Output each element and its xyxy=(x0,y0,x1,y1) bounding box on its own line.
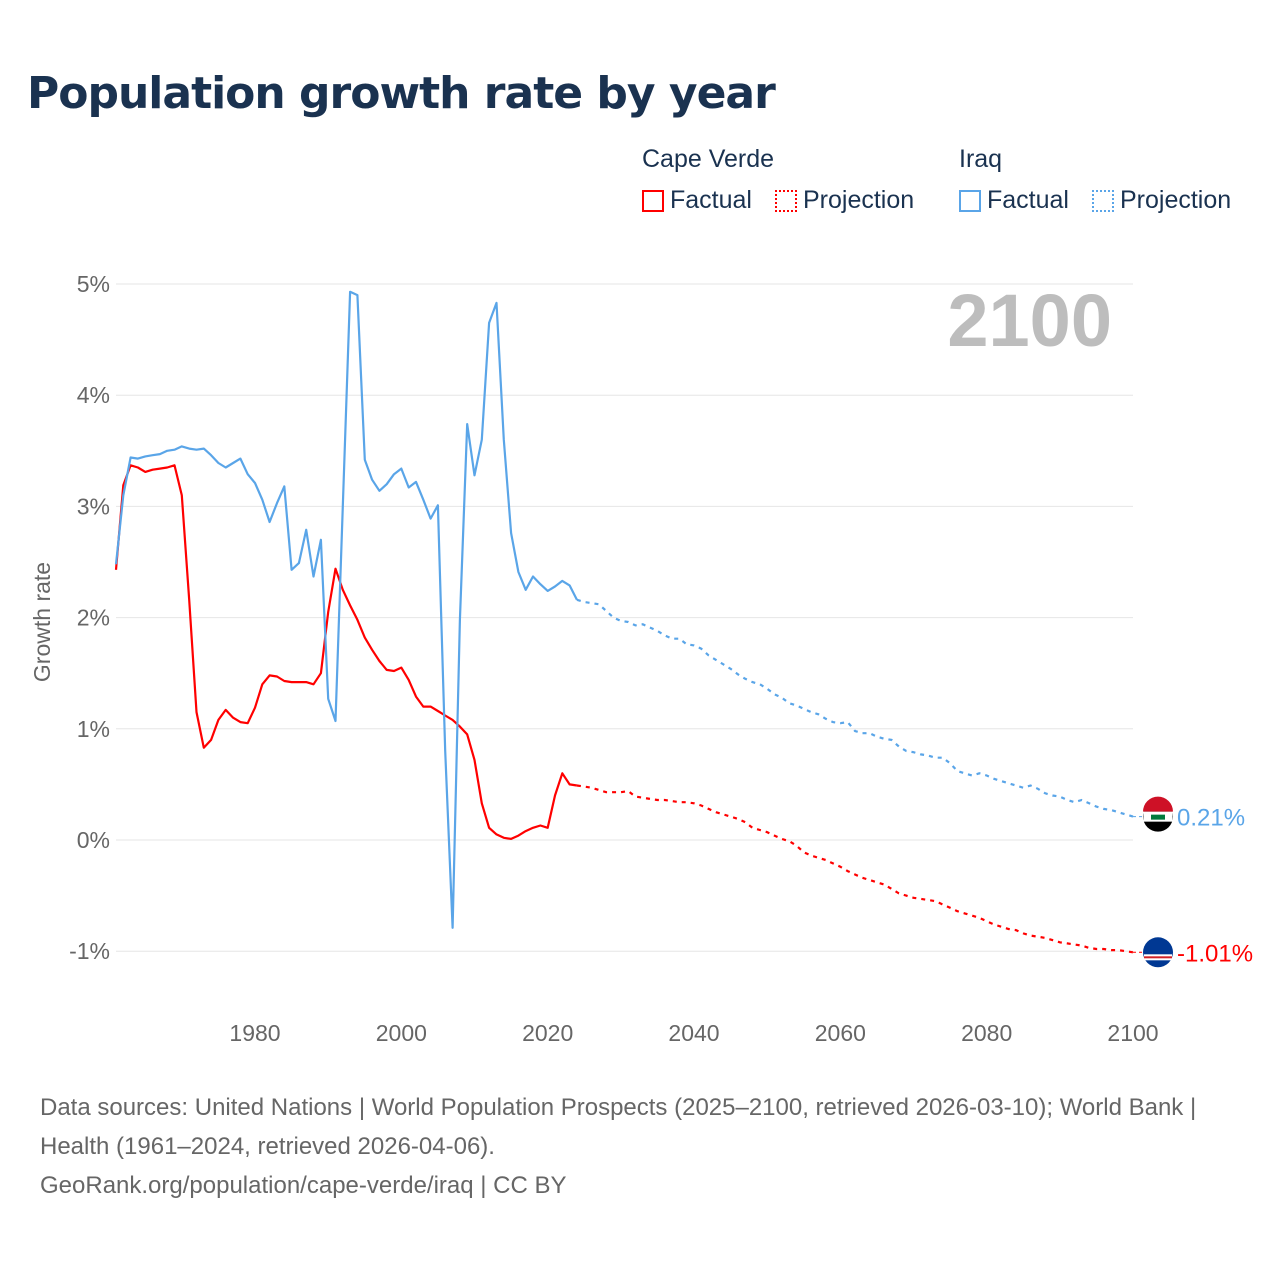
cape-verde-end-label: -1.01% xyxy=(1177,940,1253,967)
legend-label: Factual xyxy=(670,186,752,214)
y-tick-label: 2% xyxy=(77,605,110,631)
legend-cape-verde-projection[interactable]: Projection xyxy=(775,186,914,215)
legend-label: Projection xyxy=(1120,186,1232,214)
y-axis-label: Growth rate xyxy=(29,562,55,682)
legend-group-iraq: Iraq xyxy=(959,145,1003,173)
y-tick-label: -1% xyxy=(69,938,110,964)
current-year-label: 2100 xyxy=(947,279,1112,362)
legend-cape-verde-factual[interactable]: Factual xyxy=(642,186,752,215)
x-tick-label: 2040 xyxy=(668,1020,719,1046)
cape-verde-flag-icon xyxy=(1143,937,1173,968)
x-tick-label: 2020 xyxy=(522,1020,573,1046)
y-tick-label: 5% xyxy=(77,271,110,297)
cape-verde-factual-line xyxy=(114,464,578,841)
x-tick-label: 1980 xyxy=(229,1020,280,1046)
y-tick-label: 4% xyxy=(77,382,110,408)
iraq-factual-line xyxy=(114,290,578,929)
footer: Data sources: United Nations | World Pop… xyxy=(40,1088,1240,1205)
legend-swatch-solid xyxy=(959,189,981,212)
legend-swatch-dotted xyxy=(1092,189,1114,212)
y-tick-label: 1% xyxy=(77,716,110,742)
legend-label: Projection xyxy=(803,186,915,214)
legend-label: Factual xyxy=(987,186,1069,214)
x-tick-label: 2080 xyxy=(961,1020,1012,1046)
y-tick-label: 3% xyxy=(77,493,110,519)
legend-iraq-projection[interactable]: Projection xyxy=(1092,186,1231,215)
legend-group-cape-verde: Cape Verde xyxy=(642,145,775,173)
data-sources: Data sources: United Nations | World Pop… xyxy=(40,1094,1197,1160)
flag-stripe xyxy=(1144,956,1172,959)
chart-title: Population growth rate by year xyxy=(27,68,776,119)
flag-stripe xyxy=(1143,796,1173,812)
y-tick-label: 0% xyxy=(77,827,110,853)
legend-swatch-dotted xyxy=(775,189,797,212)
source-link[interactable]: GeoRank.org/population/cape-verde/iraq |… xyxy=(40,1172,567,1199)
legend-swatch-solid xyxy=(642,189,664,212)
legend-iraq-factual[interactable]: Factual xyxy=(959,186,1069,215)
iraq-projection-line xyxy=(576,598,1134,818)
iraq-end-label: 0.21% xyxy=(1177,805,1245,832)
x-tick-label: 2100 xyxy=(1107,1020,1158,1046)
x-tick-label: 2060 xyxy=(815,1020,866,1046)
x-tick-label: 2000 xyxy=(376,1020,427,1046)
cape-verde-projection-line xyxy=(576,784,1134,954)
flag-emblem xyxy=(1151,814,1165,820)
